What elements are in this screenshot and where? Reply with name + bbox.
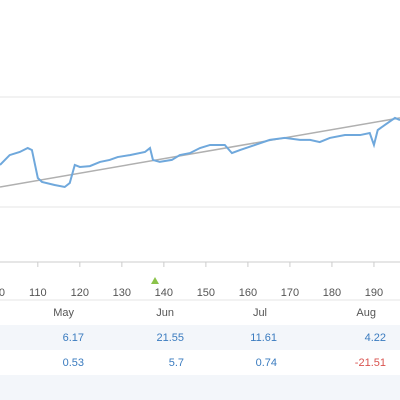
table-cell: -21.51 (355, 357, 386, 369)
table-cell: 0.53 (63, 357, 84, 369)
x-tick-label: 190 (365, 287, 383, 299)
table-header: Aug (356, 307, 376, 319)
table-cell: 4.22 (365, 332, 386, 344)
table-cell: 5.7 (169, 357, 184, 369)
table-row-bg (0, 325, 400, 350)
table-header: May (53, 307, 74, 319)
x-tick-label: 180 (323, 287, 341, 299)
table-cell: 0.74 (256, 357, 277, 369)
line (0, 117, 400, 188)
x-tick-label: 120 (71, 287, 89, 299)
x-tick-label: 150 (197, 287, 215, 299)
x-tick-label: 100 (0, 287, 5, 299)
x-tick-label: 170 (281, 287, 299, 299)
table-cell: 6.17 (63, 332, 84, 344)
x-tick-label: 160 (239, 287, 257, 299)
x-tick-label: 140 (155, 287, 173, 299)
table-header: Jun (156, 307, 174, 319)
line (0, 116, 400, 189)
x-tick-label: 130 (113, 287, 131, 299)
marker (151, 277, 159, 284)
table-row-bg (0, 375, 400, 400)
table-header: Jul (253, 307, 267, 319)
x-tick-label: 110 (29, 287, 47, 299)
table-cell: 21.55 (156, 332, 184, 344)
table-cell: 11.61 (250, 332, 277, 344)
